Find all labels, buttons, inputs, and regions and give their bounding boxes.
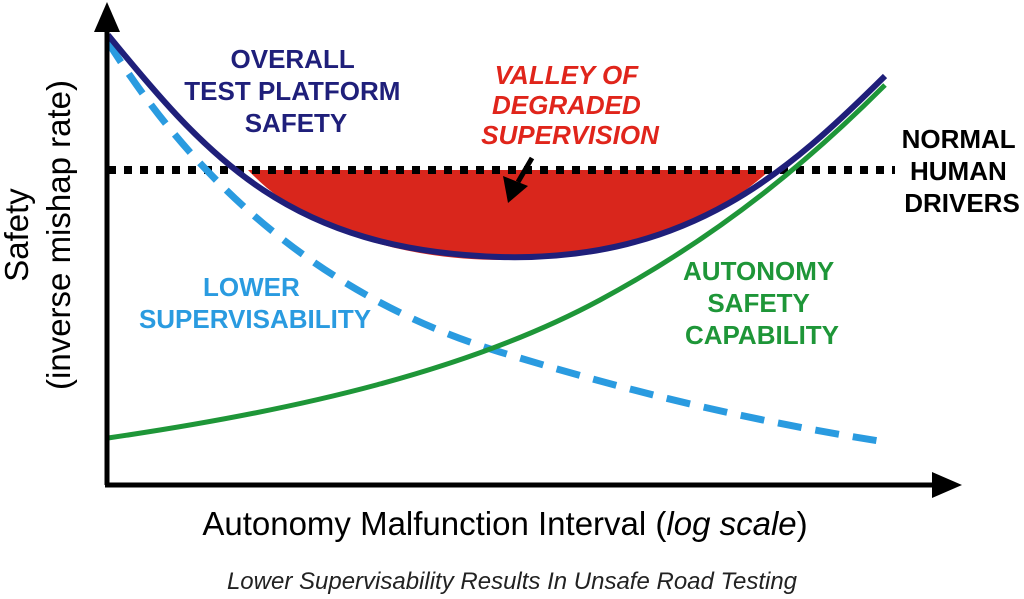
valley-label: VALLEY OF DEGRADED SUPERVISION bbox=[481, 60, 660, 150]
valley-label-line: VALLEY OF bbox=[495, 60, 640, 90]
supervisability-label: LOWER SUPERVISABILITY bbox=[139, 272, 371, 334]
autonomy-label: AUTONOMY SAFETY CAPABILITY bbox=[683, 256, 841, 350]
autonomy-label-line: CAPABILITY bbox=[685, 320, 839, 350]
valley-label-line: SUPERVISION bbox=[481, 120, 660, 150]
x-axis-label-end: ) bbox=[797, 505, 808, 542]
figure-caption: Lower Supervisability Results In Unsafe … bbox=[227, 568, 798, 595]
x-axis-label: Autonomy Malfunction Interval (log scale… bbox=[202, 505, 807, 542]
supervisability-label-line: LOWER bbox=[203, 272, 300, 302]
supervisability-label-line: SUPERVISABILITY bbox=[139, 304, 371, 334]
human-label: NORMAL HUMAN DRIVERS bbox=[902, 124, 1023, 218]
x-axis-label-italic: log scale bbox=[666, 505, 796, 542]
overall-label-line: SAFETY bbox=[245, 108, 348, 138]
human-label-line: DRIVERS bbox=[904, 188, 1020, 218]
valley-label-line: DEGRADED bbox=[492, 90, 641, 120]
x-axis-label-main: Autonomy Malfunction Interval ( bbox=[202, 505, 666, 542]
y-axis-label-line1: Safety bbox=[0, 188, 35, 282]
x-axis-arrowhead bbox=[932, 472, 962, 498]
overall-label-line: OVERALL bbox=[231, 44, 355, 74]
overall-label: OVERALL TEST PLATFORM SAFETY bbox=[184, 44, 407, 138]
y-axis-label-line2: (inverse mishap rate) bbox=[40, 80, 77, 390]
overall-curve bbox=[105, 33, 888, 261]
valley-arrow-head bbox=[503, 176, 528, 203]
human-label-line: NORMAL bbox=[902, 124, 1016, 154]
valley-arrow-shaft bbox=[515, 156, 535, 184]
autonomy-label-line: SAFETY bbox=[707, 288, 809, 318]
human-label-line: HUMAN bbox=[910, 156, 1007, 186]
y-axis-label: Safety (inverse mishap rate) bbox=[0, 80, 77, 390]
autonomy-curve bbox=[107, 83, 887, 441]
autonomy-label-line: AUTONOMY bbox=[683, 256, 834, 286]
overall-label-line: TEST PLATFORM bbox=[184, 76, 400, 106]
y-axis-arrowhead bbox=[94, 2, 120, 32]
